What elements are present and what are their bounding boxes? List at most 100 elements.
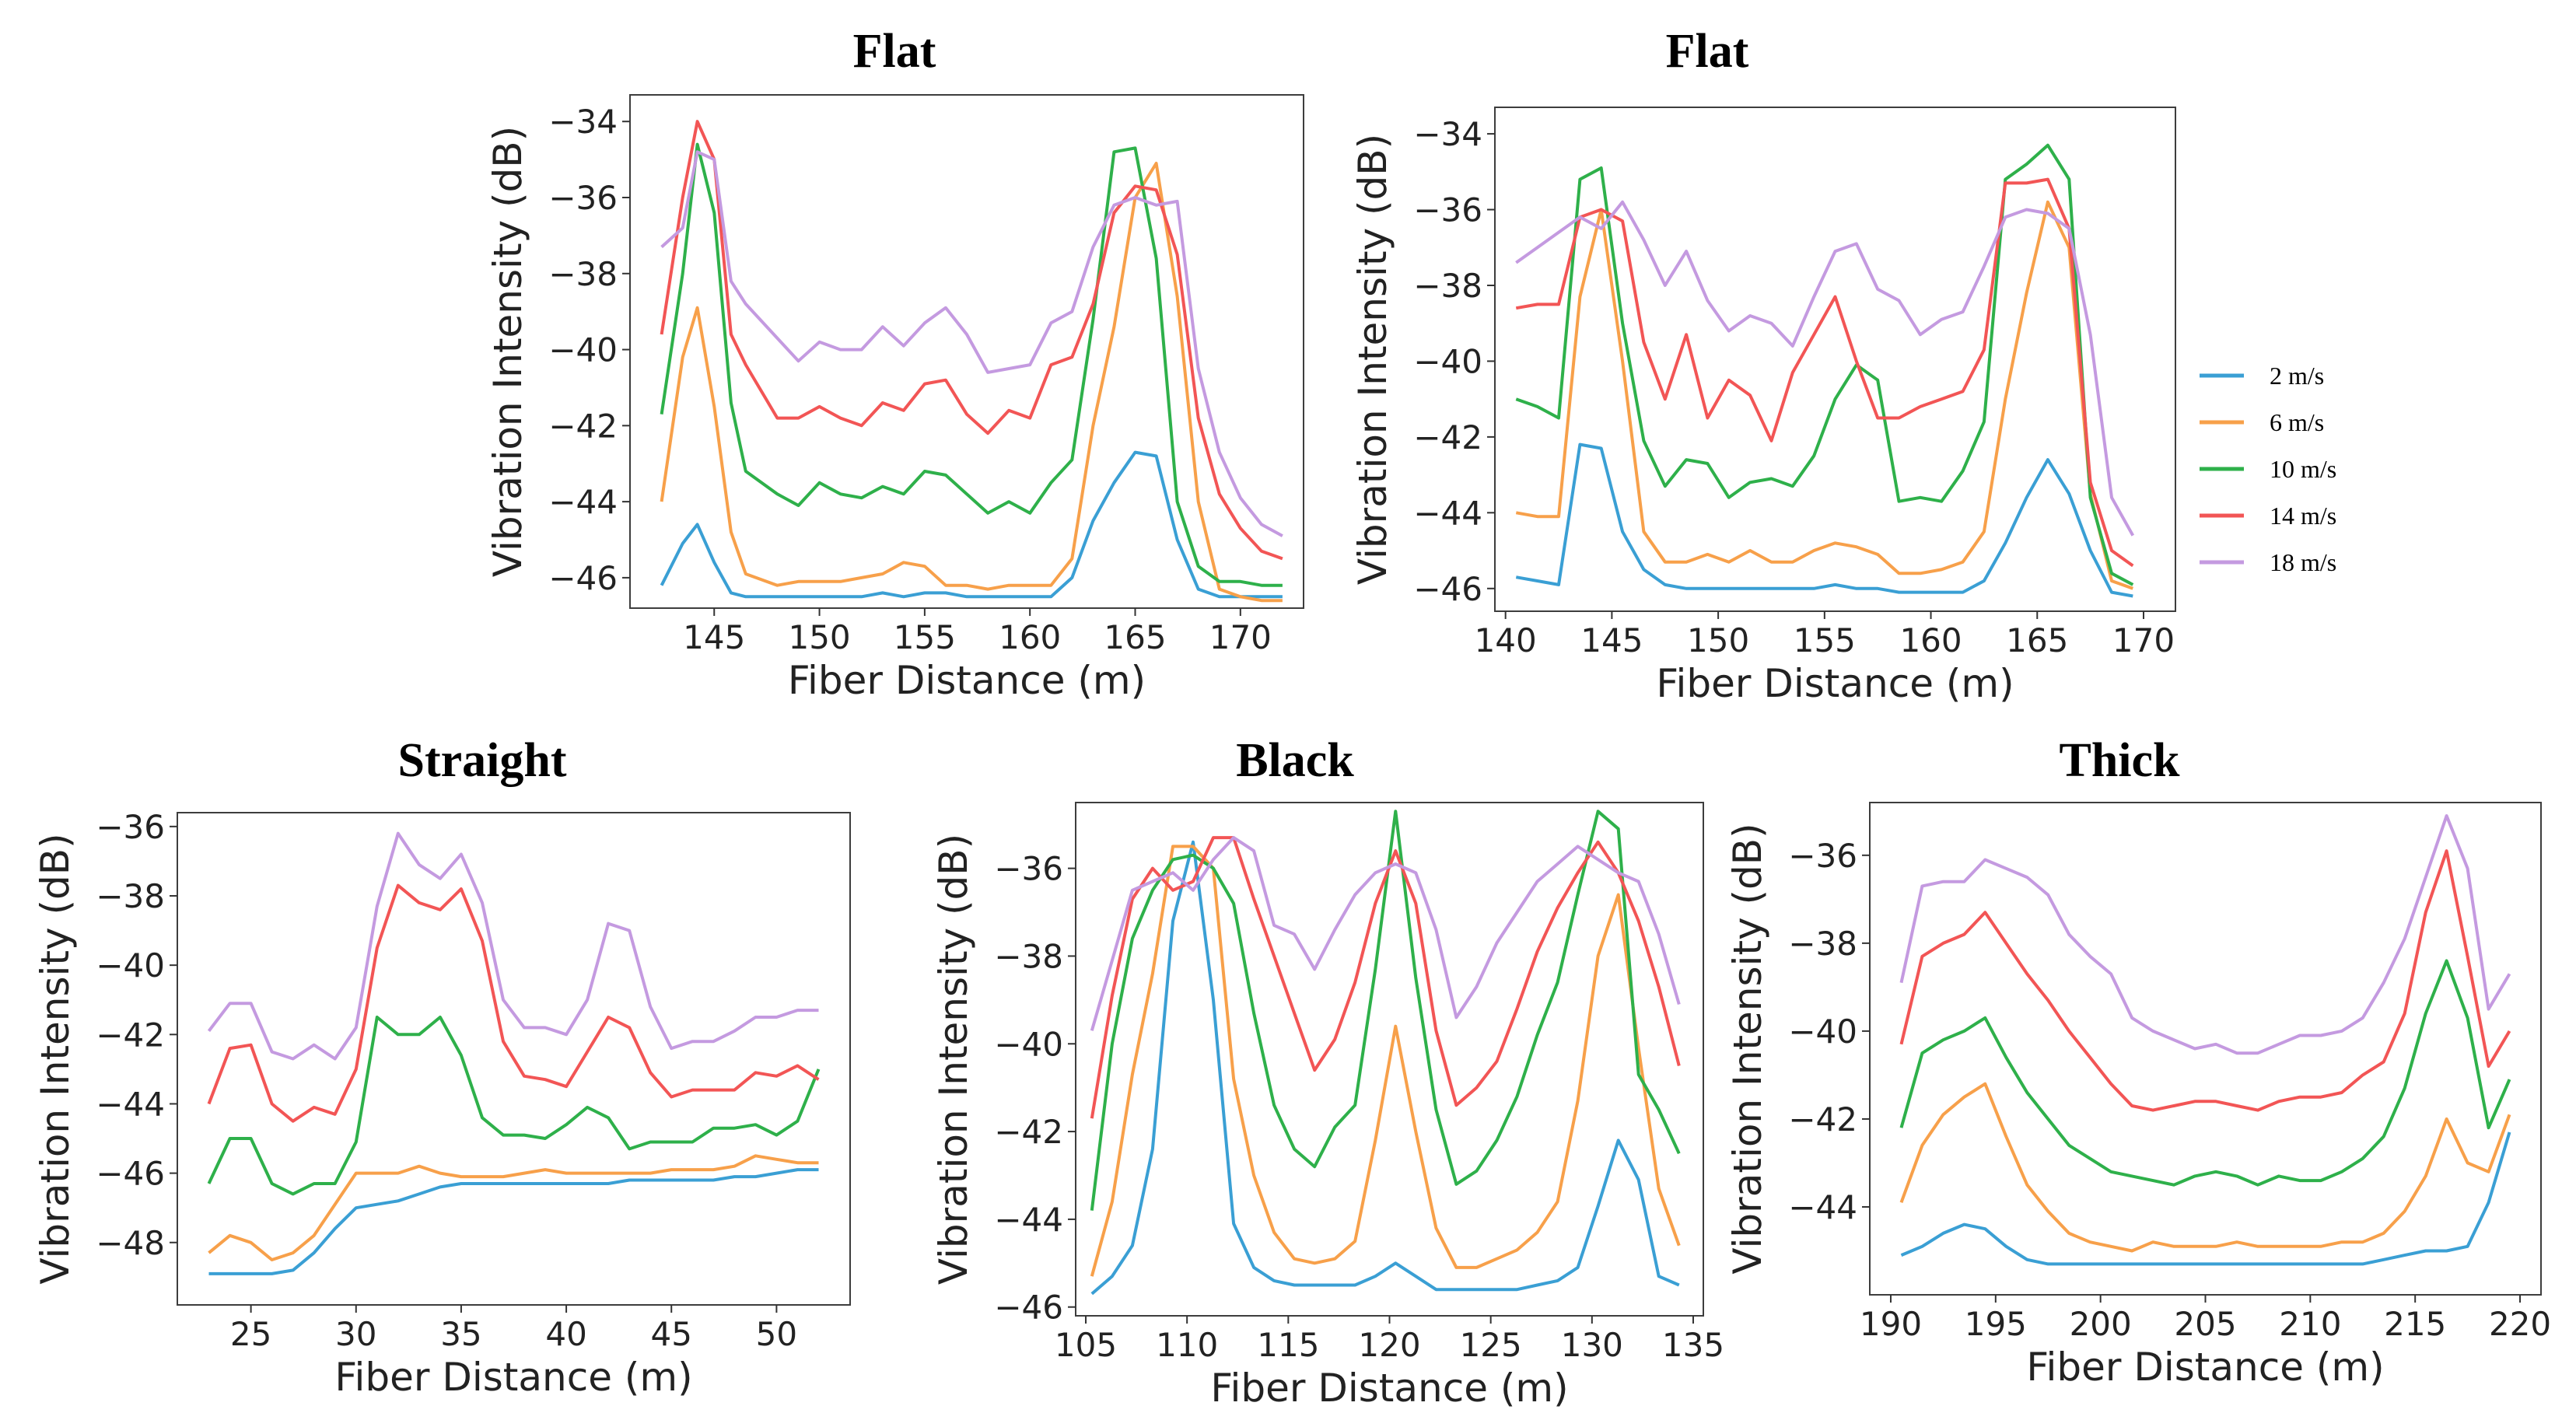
legend-label-14ms: 14 m/s — [2270, 502, 2336, 530]
series-line-18ms — [207, 831, 819, 1061]
x-tick-label: 165 — [1104, 618, 1166, 656]
x-tick-label: 145 — [683, 618, 745, 656]
x-tick-label: 40 — [545, 1315, 586, 1353]
x-tick-label: 25 — [230, 1315, 271, 1353]
series-line-6ms — [1515, 200, 2133, 590]
x-tick-label: 45 — [651, 1315, 692, 1353]
series-line-2ms — [660, 450, 1283, 599]
plot-frame — [629, 94, 1304, 609]
x-tick-label: 130 — [1561, 1326, 1623, 1364]
x-tick-label: 160 — [999, 618, 1061, 656]
series-line-14ms — [1515, 177, 2134, 568]
chart-4: Black 105 110 115 120 125 130 135 −36 −38 −40 −42 −4… — [931, 734, 1724, 1411]
x-tick-label: 190 — [1860, 1305, 1922, 1343]
y-tick-label: −40 — [1413, 342, 1482, 380]
legend-label-18ms: 18 m/s — [2270, 548, 2336, 576]
x-tick-label: 205 — [2174, 1305, 2236, 1343]
x-tick-label: 155 — [1794, 621, 1856, 659]
series-line-6ms — [1899, 1082, 2511, 1253]
chart-2: Flat 140 145 150 155 160 165 170 −34 −36 −38 −40 −42… — [1350, 25, 2176, 706]
y-tick-label: −42 — [548, 407, 618, 445]
series-line-18ms — [1090, 836, 1681, 1031]
series-line-6ms — [1090, 845, 1681, 1277]
x-tick-label: 170 — [2112, 621, 2175, 659]
y-tick-label: −38 — [548, 255, 618, 293]
y-tick-label: −46 — [994, 1289, 1063, 1327]
series-line-18ms — [1515, 200, 2135, 537]
series-line-6ms — [208, 1154, 819, 1261]
x-tick-label: 50 — [756, 1315, 797, 1353]
x-tick-label: 210 — [2279, 1305, 2341, 1343]
x-tick-label: 30 — [335, 1315, 376, 1353]
y-tick-label: −44 — [994, 1201, 1063, 1239]
y-tick-label: −40 — [994, 1025, 1063, 1063]
series-line-2ms — [1090, 840, 1680, 1296]
y-tick-label: −40 — [548, 331, 618, 369]
x-tick-label: 215 — [2384, 1305, 2446, 1343]
x-tick-label: 120 — [1358, 1326, 1420, 1364]
y-tick-label: −42 — [96, 1016, 165, 1054]
x-tick-label: 35 — [440, 1315, 481, 1353]
x-tick-label: 135 — [1662, 1326, 1724, 1364]
y-tick-label: −46 — [1413, 570, 1482, 608]
y-axis-label: Vibration Intensity (dB) — [931, 834, 976, 1285]
chart-5: Thick 190 195 200 205 210 215 220 −36 −38 −40 −42 −4… — [1725, 734, 2551, 1390]
chart-title: Black — [1236, 734, 1354, 787]
y-tick-label: −44 — [96, 1085, 165, 1123]
series-line-18ms — [660, 150, 1283, 537]
chart-title: Flat — [853, 25, 936, 78]
x-tick-label: 150 — [788, 618, 850, 656]
series-line-14ms — [660, 120, 1283, 561]
x-tick-label: 170 — [1209, 618, 1272, 656]
y-tick-label: −38 — [96, 877, 165, 915]
series-line-2ms — [1515, 442, 2133, 598]
x-tick-label: 115 — [1257, 1326, 1319, 1364]
y-tick-label: −36 — [1788, 837, 1857, 875]
y-axis-label: Vibration Intensity (dB) — [33, 833, 78, 1284]
y-tick-label: −42 — [994, 1113, 1063, 1151]
y-tick-label: −40 — [96, 946, 165, 985]
y-axis-label: Vibration Intensity (dB) — [1725, 823, 1770, 1274]
series-line-18ms — [1899, 814, 2511, 1055]
legend-label-10ms: 10 m/s — [2270, 455, 2336, 483]
x-axis-label: Fiber Distance (m) — [2026, 1345, 2384, 1390]
x-tick-label: 155 — [894, 618, 956, 656]
legend-label-6ms: 6 m/s — [2270, 408, 2324, 436]
series-line-10ms — [660, 142, 1283, 587]
series-line-6ms — [660, 162, 1283, 603]
y-tick-label: −44 — [1788, 1188, 1857, 1226]
y-tick-label: −38 — [1788, 925, 1857, 963]
y-tick-label: −36 — [1413, 191, 1482, 229]
y-tick-label: −46 — [548, 559, 618, 597]
y-tick-label: −42 — [1413, 418, 1482, 456]
x-tick-label: 110 — [1156, 1326, 1218, 1364]
x-tick-label: 125 — [1460, 1326, 1522, 1364]
x-tick-label: 165 — [2006, 621, 2068, 659]
y-tick-label: −40 — [1788, 1013, 1857, 1051]
x-axis-label: Fiber Distance (m) — [334, 1355, 692, 1400]
x-tick-label: 160 — [1899, 621, 1962, 659]
x-tick-label: 145 — [1580, 621, 1643, 659]
y-axis-label: Vibration Intensity (dB) — [1350, 134, 1395, 585]
plot-frame — [1494, 107, 2176, 612]
x-tick-label: 195 — [1965, 1305, 2027, 1343]
y-tick-label: −36 — [96, 808, 165, 846]
y-tick-label: −48 — [96, 1224, 165, 1262]
series-line-10ms — [1899, 959, 2511, 1187]
series-line-10ms — [207, 1016, 821, 1196]
y-tick-label: −42 — [1788, 1100, 1857, 1138]
series-line-2ms — [208, 1168, 819, 1275]
y-tick-label: −44 — [548, 483, 618, 521]
legend: 2 m/s 6 m/s 10 m/s 14 m/s 18 m/s — [2200, 362, 2336, 576]
legend-label-2ms: 2 m/s — [2270, 362, 2324, 390]
y-tick-label: −46 — [96, 1155, 165, 1193]
series-line-14ms — [207, 883, 820, 1123]
series-line-14ms — [1090, 836, 1681, 1119]
plot-frame — [177, 812, 851, 1306]
x-tick-label: 220 — [2489, 1305, 2551, 1343]
y-tick-label: −36 — [994, 850, 1063, 888]
x-axis-label: Fiber Distance (m) — [1210, 1366, 1568, 1411]
y-axis-label: Vibration Intensity (dB) — [485, 126, 530, 577]
series-line-10ms — [1515, 143, 2134, 586]
